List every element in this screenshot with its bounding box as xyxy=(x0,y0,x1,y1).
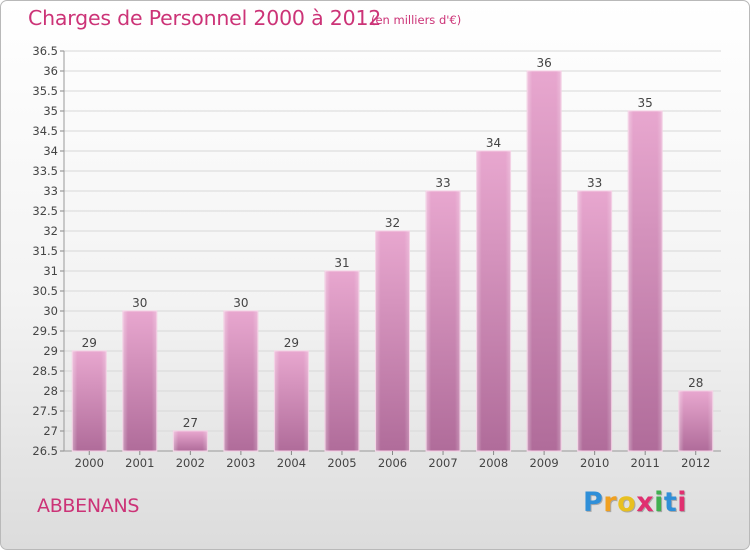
x-tick-label: 2000 xyxy=(75,456,104,470)
logo-letter: P xyxy=(583,487,604,518)
value-label: 30 xyxy=(132,296,147,310)
logo-letter: x xyxy=(636,487,655,518)
y-tick-label: 36.5 xyxy=(32,44,58,58)
y-tick-label: 36 xyxy=(43,64,58,78)
value-label: 31 xyxy=(334,256,349,270)
logo-letter: o xyxy=(617,487,637,518)
value-label: 34 xyxy=(486,136,501,150)
bar-highlight xyxy=(577,191,612,451)
bar-highlight xyxy=(375,231,410,451)
bar-highlight xyxy=(678,391,713,451)
bar-highlight xyxy=(72,351,107,451)
y-tick-label: 32.5 xyxy=(32,204,58,218)
y-tick-label: 29 xyxy=(43,344,58,358)
y-tick-label: 29.5 xyxy=(32,324,58,338)
bar-highlight xyxy=(426,191,461,451)
bar-highlight xyxy=(122,311,157,451)
value-label: 29 xyxy=(82,336,97,350)
y-tick-label: 35.5 xyxy=(32,84,58,98)
y-tick-label: 28 xyxy=(43,384,58,398)
y-tick-label: 31.5 xyxy=(32,244,58,258)
y-tick-label: 32 xyxy=(43,224,58,238)
value-label: 27 xyxy=(183,416,198,430)
proxiti-logo[interactable]: Proxiti xyxy=(583,487,687,518)
bar-highlight xyxy=(628,111,663,451)
y-tick-label: 30 xyxy=(43,304,58,318)
y-tick-label: 28.5 xyxy=(32,364,58,378)
bar-highlight xyxy=(223,311,258,451)
value-label: 33 xyxy=(587,176,602,190)
y-tick-labels: 26.5 27 27.5 28 28.5 29 29.5 30 30.5 31 31.5 32 32.5… xyxy=(32,44,58,458)
x-tick-label: 2002 xyxy=(176,456,205,470)
bar-highlight xyxy=(476,151,511,451)
y-tick-label: 35 xyxy=(43,104,58,118)
x-tick-label: 2009 xyxy=(529,456,558,470)
x-tick-label: 2010 xyxy=(580,456,609,470)
x-tick-labels: 2000 2001 2002 2003 2004 2005 2006 2007 2008 2009… xyxy=(75,451,710,470)
bar-highlight xyxy=(173,431,208,451)
y-tick-label: 30.5 xyxy=(32,284,58,298)
x-tick-label: 2004 xyxy=(277,456,306,470)
x-tick-label: 2008 xyxy=(479,456,508,470)
x-tick-label: 2006 xyxy=(378,456,407,470)
y-tick-label: 33.5 xyxy=(32,164,58,178)
bars xyxy=(71,70,714,452)
y-tick-label: 31 xyxy=(43,264,58,278)
x-tick-label: 2007 xyxy=(428,456,457,470)
y-tick-label: 27 xyxy=(43,424,58,438)
value-label: 30 xyxy=(233,296,248,310)
y-tick-label: 26.5 xyxy=(32,444,58,458)
logo-letter: i xyxy=(677,487,688,518)
value-label: 35 xyxy=(638,96,653,110)
x-tick-label: 2001 xyxy=(125,456,154,470)
value-label: 36 xyxy=(536,56,551,70)
logo-letter: t xyxy=(663,487,678,518)
y-tick-label: 33 xyxy=(43,184,58,198)
x-tick-label: 2012 xyxy=(681,456,710,470)
unit-note: (en milliers d'€) xyxy=(371,13,462,27)
y-tick-label: 34.5 xyxy=(32,124,58,138)
bar-highlight xyxy=(324,271,359,451)
value-label: 33 xyxy=(435,176,450,190)
commune-name: ABBENANS xyxy=(37,495,140,517)
y-tick-label: 27.5 xyxy=(32,404,58,418)
bar-highlight xyxy=(527,71,562,451)
x-tick-label: 2011 xyxy=(631,456,660,470)
x-tick-label: 2005 xyxy=(327,456,356,470)
x-tick-label: 2003 xyxy=(226,456,255,470)
logo-letter: i xyxy=(654,487,664,518)
value-label: 29 xyxy=(284,336,299,350)
logo-letter: r xyxy=(603,487,618,518)
y-tick-label: 34 xyxy=(43,144,58,158)
bar-highlight xyxy=(274,351,309,451)
value-label: 32 xyxy=(385,216,400,230)
value-label: 28 xyxy=(688,376,703,390)
chart-title: Charges de Personnel 2000 à 2012 xyxy=(28,6,382,30)
value-labels: 29 30 27 30 29 31 32 33 34 36 33 35 28 xyxy=(82,56,704,430)
